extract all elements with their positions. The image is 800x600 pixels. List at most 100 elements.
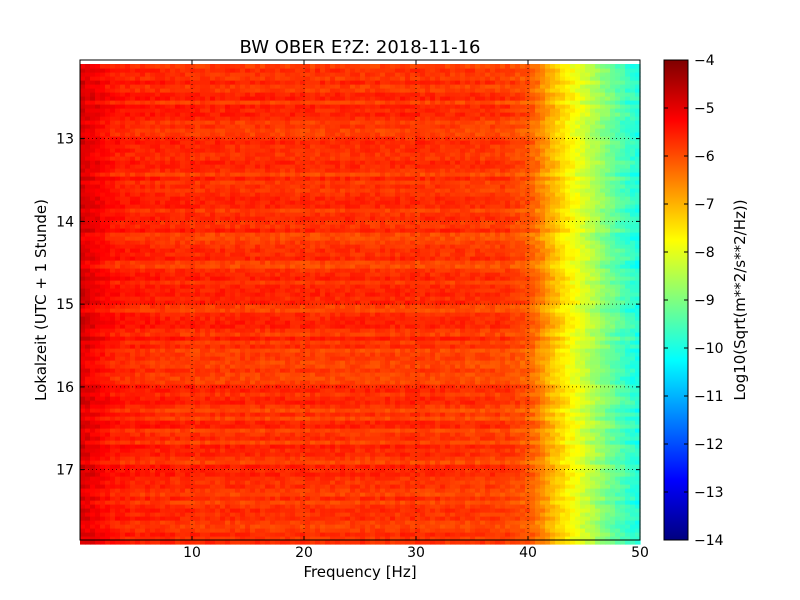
heatmap-cell [355, 380, 361, 385]
heatmap-cell [320, 476, 326, 481]
heatmap-cell [215, 372, 221, 377]
heatmap-cell [330, 408, 336, 413]
heatmap-cell [480, 480, 486, 485]
heatmap-cell [530, 500, 536, 505]
heatmap-cell [395, 480, 401, 485]
heatmap-cell [260, 508, 266, 513]
heatmap-cell [160, 440, 166, 445]
heatmap-cell [365, 476, 371, 481]
heatmap-cell [240, 368, 246, 373]
heatmap-cell [495, 444, 501, 449]
heatmap-cell [120, 496, 126, 501]
heatmap-cell [490, 444, 496, 449]
heatmap-cell [240, 496, 246, 501]
heatmap-cell [455, 488, 461, 493]
heatmap-cell [350, 488, 356, 493]
heatmap-cell [255, 528, 261, 533]
heatmap-cell [615, 504, 621, 509]
heatmap-cell [325, 528, 331, 533]
heatmap-cell [310, 464, 316, 469]
heatmap-cell [335, 512, 341, 517]
heatmap-cell [370, 476, 376, 481]
heatmap-cell [360, 416, 366, 421]
heatmap-cell [210, 404, 216, 409]
heatmap-cell [275, 484, 281, 489]
heatmap-cell [365, 520, 371, 525]
heatmap-cell [375, 396, 381, 401]
heatmap-cell [565, 416, 571, 421]
heatmap-cell [495, 472, 501, 477]
heatmap-cell [335, 456, 341, 461]
heatmap-cell [125, 504, 131, 509]
heatmap-cell [120, 384, 126, 389]
heatmap-cell [445, 524, 451, 529]
heatmap-cell [250, 408, 256, 413]
heatmap-cell [80, 516, 86, 521]
heatmap-cell [335, 448, 341, 453]
heatmap-cell [325, 480, 331, 485]
heatmap-cell [230, 392, 236, 397]
heatmap-cell [350, 464, 356, 469]
heatmap-cell [460, 388, 466, 393]
heatmap-cell [435, 448, 441, 453]
heatmap-cell [520, 432, 526, 437]
heatmap-cell [90, 396, 96, 401]
heatmap-cell [390, 364, 396, 369]
heatmap-cell [460, 412, 466, 417]
heatmap-cell [100, 512, 106, 517]
heatmap-cell [110, 388, 116, 393]
heatmap-cell [360, 496, 366, 501]
heatmap-cell [435, 392, 441, 397]
heatmap-cell [315, 500, 321, 505]
heatmap-cell [185, 464, 191, 469]
heatmap-cell [335, 396, 341, 401]
heatmap-cell [260, 364, 266, 369]
heatmap-cell [155, 444, 161, 449]
heatmap-cell [180, 484, 186, 489]
heatmap-cell [230, 484, 236, 489]
heatmap-cell [200, 440, 206, 445]
heatmap-cell [380, 476, 386, 481]
heatmap-cell [370, 456, 376, 461]
heatmap-cell [485, 532, 491, 537]
heatmap-cell [410, 396, 416, 401]
heatmap-cell [400, 480, 406, 485]
heatmap-cell [115, 396, 121, 401]
heatmap-cell [595, 396, 601, 401]
heatmap-cell [250, 532, 256, 537]
heatmap-cell [80, 404, 86, 409]
heatmap-cell [380, 448, 386, 453]
heatmap-cell [440, 464, 446, 469]
heatmap-cell [440, 380, 446, 385]
heatmap-cell [105, 424, 111, 429]
heatmap-cell [340, 416, 346, 421]
heatmap-cell [85, 536, 91, 541]
heatmap-cell [400, 492, 406, 497]
heatmap-cell [410, 372, 416, 377]
heatmap-cell [245, 384, 251, 389]
heatmap-cell [630, 396, 636, 401]
heatmap-cell [330, 388, 336, 393]
heatmap-cell [290, 372, 296, 377]
heatmap-cell [515, 460, 521, 465]
heatmap-cell [570, 540, 576, 545]
heatmap-cell [410, 416, 416, 421]
heatmap-cell [205, 456, 211, 461]
heatmap-cell [615, 468, 621, 473]
heatmap-cell [510, 536, 516, 541]
heatmap-cell [275, 508, 281, 513]
heatmap-cell [130, 488, 136, 493]
heatmap-cell [390, 468, 396, 473]
heatmap-cell [135, 392, 141, 397]
heatmap-cell [580, 380, 586, 385]
heatmap-cell [350, 500, 356, 505]
heatmap-cell [440, 540, 446, 545]
heatmap-cell [365, 448, 371, 453]
heatmap-cell [260, 472, 266, 477]
heatmap-cell [470, 412, 476, 417]
heatmap-cell [475, 408, 481, 413]
heatmap-cell [110, 456, 116, 461]
heatmap-cell [225, 468, 231, 473]
heatmap-cell [465, 404, 471, 409]
heatmap-cell [320, 504, 326, 509]
